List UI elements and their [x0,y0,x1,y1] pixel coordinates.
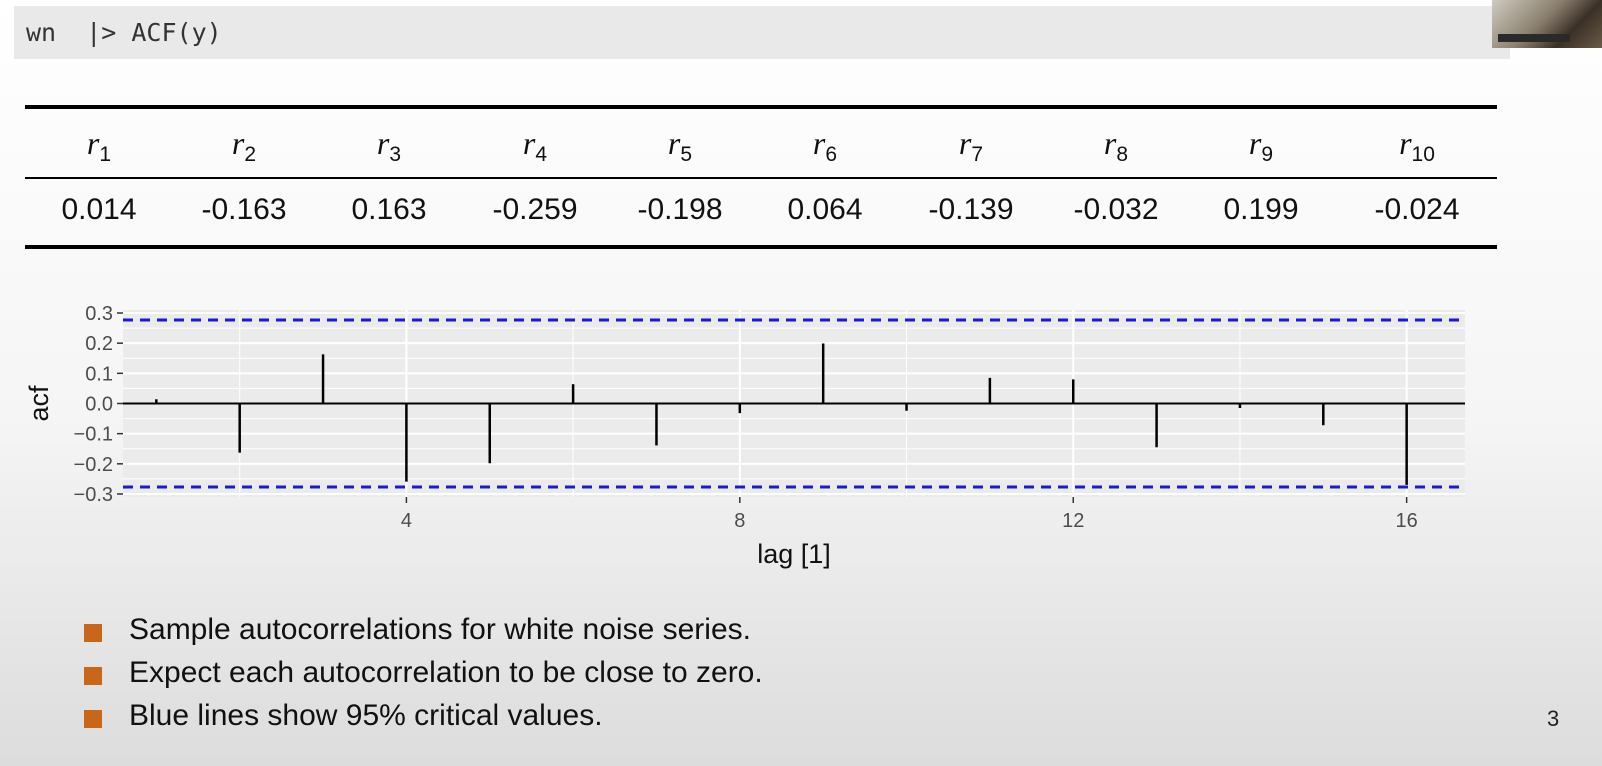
table-bottom-rule [25,245,1497,249]
header-r10: r10 [1399,125,1435,166]
header-r2: r2 [231,125,257,166]
x-tick-label: 8 [734,510,745,532]
bullet-square-icon [84,710,102,728]
value-r9: 0.199 [1223,193,1299,226]
y-tick-label: 0.0 [85,394,113,416]
value-r6: 0.064 [787,193,863,226]
y-tick-label: 0.2 [85,333,113,355]
y-tick-label: 0.1 [85,363,113,385]
code-text: wn |> ACF(y) [26,18,222,47]
header-r3: r3 [376,125,402,166]
bullet-square-icon [84,667,102,685]
acf-chart: 0.3 0.2 0.1 0.0 −0.1 −0.2 −0.3 4 8 12 16 lag [1] acf [20,300,1505,590]
header-r6: r6 [812,125,838,166]
y-tick-label: −0.2 [74,454,113,476]
x-tick-label: 4 [401,510,412,532]
bullet-text: Blue lines show 95% critical values. [129,699,603,732]
header-r1: r1 [86,125,112,166]
header-r5: r5 [667,125,693,166]
slide-number: 3 [1547,706,1560,731]
bullet-square-icon [84,624,102,642]
value-r3: 0.163 [351,193,427,226]
webcam-strip [1498,34,1570,42]
table-mid-rule [25,177,1497,179]
code-bar: wn |> ACF(y) [14,6,1510,59]
value-r1: 0.014 [61,193,137,226]
y-tick-label: −0.3 [74,484,113,506]
value-r8: -0.032 [1073,193,1159,226]
bullet-text: Sample autocorrelations for white noise … [129,613,751,646]
value-r10: -0.024 [1374,193,1460,226]
bullet-text: Expect each autocorrelation to be close … [129,656,763,689]
header-r9: r9 [1248,125,1274,166]
x-axis-label: lag [1] [757,539,831,569]
value-r7: -0.139 [928,193,1014,226]
table-top-rule [25,105,1497,109]
header-r7: r7 [958,125,984,166]
acf-plot: 0.3 0.2 0.1 0.0 −0.1 −0.2 −0.3 4 8 12 16 lag [1] acf [24,303,1465,569]
x-tick-label: 12 [1062,510,1084,532]
y-tick-label: 0.3 [85,303,113,325]
y-tick-label: −0.1 [74,424,113,446]
y-axis-label: acf [24,385,54,422]
value-r4: -0.259 [492,193,578,226]
x-tick-label: 16 [1396,510,1418,532]
header-r4: r4 [522,125,548,166]
value-r2: -0.163 [201,193,287,226]
webcam-thumbnail [1492,0,1602,48]
value-r5: -0.198 [637,193,723,226]
header-r8: r8 [1103,125,1129,166]
